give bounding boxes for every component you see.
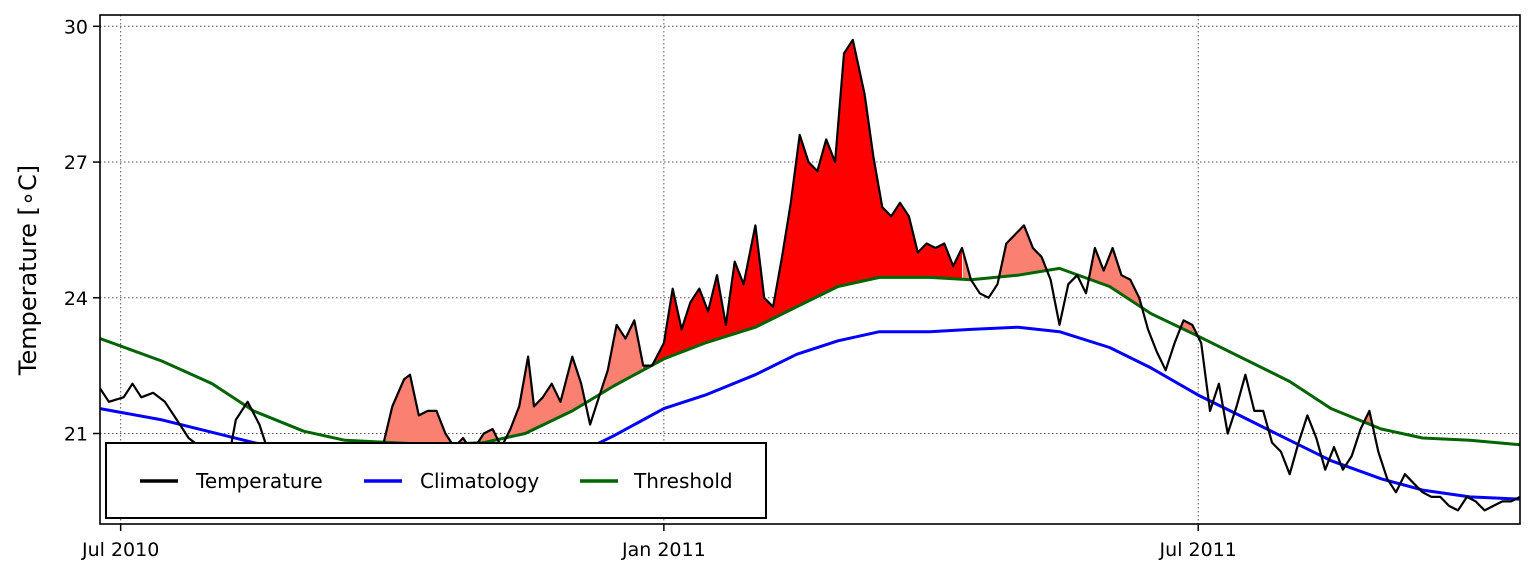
y-axis-label-text: Temperature [ (14, 206, 42, 376)
y-tick-label: 27 (64, 152, 88, 174)
legend-temperature-label: Temperature (195, 469, 323, 493)
y-tick-label: 24 (64, 288, 88, 310)
y-tick-label: 30 (64, 16, 88, 38)
legend-climatology-label: Climatology (420, 469, 539, 493)
temperature-line (100, 38, 1520, 512)
y-axis-label-close: ] (14, 165, 42, 174)
x-tick-label: Jul 2011 (1159, 539, 1237, 561)
event-fill (506, 356, 585, 438)
x-axis: Jul 2010 Jan 2011 Jul 2011 (81, 524, 1237, 561)
grid-lines (100, 15, 1520, 524)
event-fill (1181, 320, 1198, 336)
x-tick-label: Jan 2011 (621, 539, 706, 561)
legend: Temperature Climatology Threshold (105, 442, 767, 519)
y-axis-label: Temperature [∘C] (14, 165, 42, 376)
y-tick-label: 21 (64, 424, 88, 446)
legend-box (105, 442, 767, 519)
y-axis: 21 24 27 30 (64, 16, 100, 446)
legend-threshold-label: Threshold (633, 469, 733, 493)
x-tick-label: Jul 2010 (81, 539, 159, 561)
event-fill (1089, 248, 1142, 308)
y-axis-label-unit: ∘C (14, 174, 42, 206)
plot-frame (99, 14, 1521, 525)
threshold-line (100, 266, 1520, 447)
peak-event-fill (652, 39, 962, 365)
event-fill (384, 374, 452, 445)
